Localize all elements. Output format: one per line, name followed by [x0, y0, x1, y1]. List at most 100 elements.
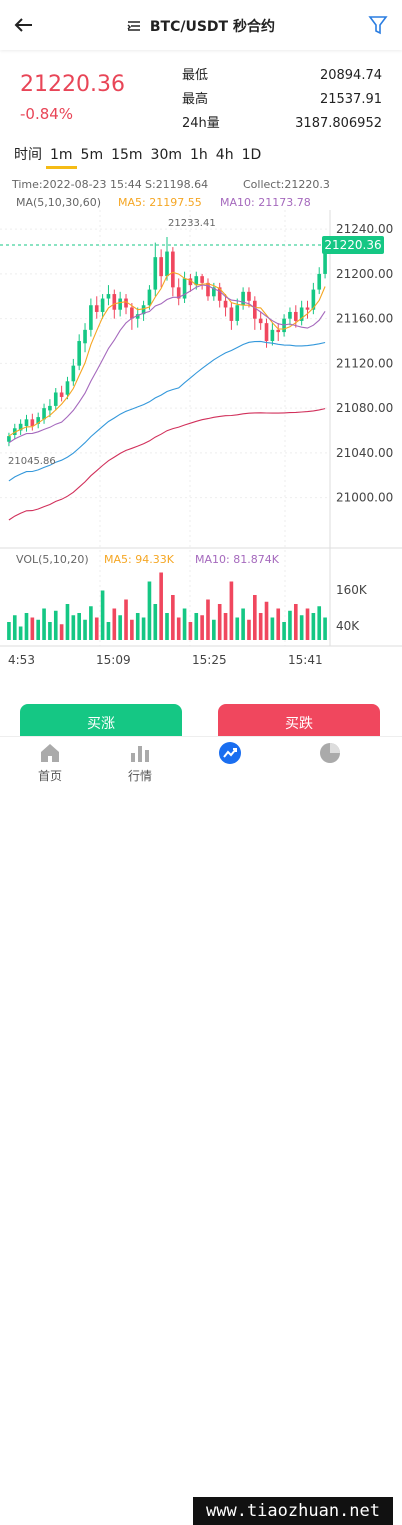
volume-bar — [65, 604, 70, 640]
last-price-tag — [322, 236, 384, 254]
volume-bar — [235, 617, 240, 640]
candle-body — [112, 294, 117, 310]
funnel-icon[interactable] — [368, 14, 388, 36]
nav-assets[interactable] — [290, 741, 370, 767]
candle-body — [171, 251, 175, 288]
y-tick-label: 21120.00 — [336, 356, 393, 370]
candle-body — [299, 307, 304, 321]
volume-bar — [276, 608, 281, 640]
volume-bar — [124, 599, 128, 640]
candle-body — [124, 298, 128, 308]
stat-value: 20894.74 — [319, 68, 382, 83]
volume-bar — [24, 613, 29, 640]
stat-value: 21537.91 — [319, 92, 382, 107]
y-tick-label: 21160.00 — [336, 312, 393, 326]
candle-body — [212, 287, 216, 297]
current-price: 21220.36 — [20, 72, 125, 97]
nav-home[interactable]: 首页 — [10, 741, 90, 784]
candle-body — [65, 381, 70, 395]
top-bar: BTC/USDT 秒合约 — [0, 0, 402, 50]
volume-bar — [77, 613, 81, 640]
volume-bar — [188, 622, 193, 640]
volume-bar — [212, 619, 216, 640]
s-readout: S:21198.64 — [145, 178, 208, 191]
tab-5m[interactable]: 5m — [80, 147, 104, 163]
candle-body — [194, 276, 199, 286]
timeframe-tabs: 时间 1m 5m 15m 30m 1h 4h 1D — [10, 144, 265, 169]
candle-body — [59, 392, 64, 397]
ma5-line — [8, 271, 326, 437]
tab-time[interactable]: 时间 — [14, 147, 42, 163]
arrow-left-icon[interactable] — [12, 13, 36, 37]
vol-ma5-readout: MA5: 94.33K — [104, 553, 175, 566]
volume-bar — [83, 619, 87, 640]
x-tick-label: 4:53 — [8, 653, 35, 667]
last-price-tag-text: 21220.36 — [324, 238, 381, 252]
ma10-readout: MA10: 21173.78 — [220, 196, 311, 209]
tab-1h[interactable]: 1h — [190, 147, 208, 163]
nav-trade[interactable] — [190, 741, 270, 767]
tab-1m[interactable]: 1m — [46, 144, 77, 169]
kline-chart[interactable]: Time:2022-08-23 15:44 S:21198.64 Collect… — [0, 170, 402, 670]
low-marker: 21045.86 — [8, 456, 56, 467]
ticker-stats: 最低 20894.74 最高 21537.91 24h量 3187.806952 — [182, 64, 382, 136]
candle-body — [48, 405, 52, 411]
high-marker: 21233.41 — [168, 218, 216, 229]
time-readout: Time:2022-08-23 15:44 — [11, 178, 142, 191]
x-tick-label: 15:25 — [192, 653, 227, 667]
candle-body — [293, 311, 298, 321]
volume-bar — [165, 613, 169, 640]
candle-body — [24, 419, 29, 427]
nav-market[interactable]: 行情 — [100, 741, 180, 784]
volume-bar — [194, 613, 199, 640]
tab-4h[interactable]: 4h — [215, 147, 234, 163]
volume-bar — [200, 615, 204, 640]
stat-label: 最高 — [182, 92, 209, 107]
trend-icon — [219, 742, 241, 764]
ma10-line — [8, 284, 326, 444]
volume-bar — [159, 572, 163, 640]
volume-bar — [59, 624, 64, 640]
volume-bar — [247, 619, 251, 640]
candle-body — [165, 251, 169, 277]
page-title: BTC/USDT 秒合约 — [149, 19, 275, 35]
candle-body — [276, 329, 281, 333]
stat-row-low: 最低 20894.74 — [182, 64, 382, 88]
volume-bar — [153, 604, 158, 640]
vol-ma10-readout: MA10: 81.874K — [195, 553, 280, 566]
ma5-readout: MA5: 21197.55 — [118, 196, 202, 209]
candle-body — [83, 329, 87, 344]
candle-body — [241, 291, 245, 306]
tab-30m[interactable]: 30m — [150, 147, 182, 163]
candle-body — [253, 300, 257, 319]
volume-bar — [141, 617, 146, 640]
volume-bar — [135, 613, 140, 640]
candle-body — [130, 307, 134, 319]
candle-body — [264, 323, 269, 342]
volume-bar — [299, 615, 304, 640]
volume-bar — [53, 610, 58, 640]
volume-bar — [94, 617, 99, 640]
candle-body — [135, 314, 140, 319]
nav-label: 首页 — [37, 769, 62, 783]
x-axis-ticks: 4:53 15:09 15:25 15:41 — [8, 653, 323, 667]
candle-body — [223, 300, 228, 308]
y-tick-label: 21240.00 — [336, 222, 393, 236]
volume-bar — [18, 626, 23, 640]
y-tick-label: 21000.00 — [336, 491, 393, 505]
volume-bar — [30, 617, 35, 640]
candle-body — [270, 329, 275, 342]
candle-body — [141, 305, 146, 315]
volume-bar — [12, 615, 17, 640]
tab-15m[interactable]: 15m — [111, 147, 143, 163]
volume-bar — [258, 613, 263, 640]
list-icon — [127, 21, 140, 31]
candle-body — [305, 307, 310, 310]
candle-body — [200, 276, 204, 283]
volume-bar — [264, 601, 269, 640]
tab-1d[interactable]: 1D — [241, 147, 262, 163]
volume-bar — [100, 590, 105, 640]
volume-bar — [293, 604, 298, 640]
nav-label: 行情 — [127, 769, 152, 783]
volume-bar — [118, 615, 122, 640]
